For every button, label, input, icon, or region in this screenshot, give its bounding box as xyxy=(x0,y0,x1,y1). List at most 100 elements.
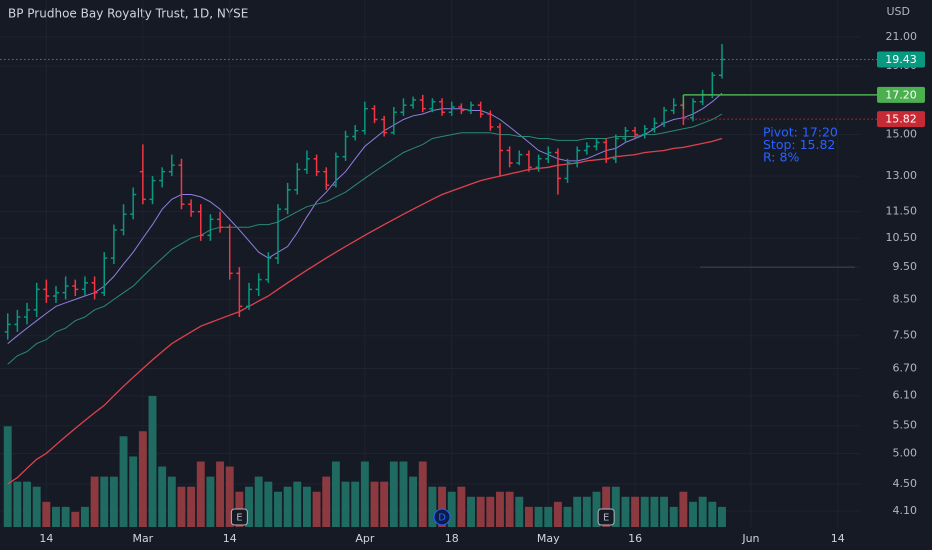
price-tag xyxy=(877,86,925,103)
volume-bar xyxy=(515,496,524,527)
moving-average-line xyxy=(7,113,723,365)
volume-bar xyxy=(138,431,147,527)
volume-bar xyxy=(389,461,398,527)
volume-bar xyxy=(216,461,225,527)
x-tick-label: 14 xyxy=(831,532,845,545)
volume-bar xyxy=(650,496,659,527)
volume-bar xyxy=(61,506,70,527)
x-tick-label: 14 xyxy=(39,532,53,545)
price-tag-label: 17.20 xyxy=(885,88,917,101)
volume-bar xyxy=(196,461,205,527)
y-tick-label: 10.50 xyxy=(886,231,918,244)
event-label: E xyxy=(603,513,609,524)
volume-bar xyxy=(660,496,669,527)
volume-bar xyxy=(631,496,640,527)
volume-bar xyxy=(486,496,495,527)
y-tick-label: 6.70 xyxy=(893,361,918,374)
volume-bar xyxy=(563,506,572,527)
volume-bar xyxy=(302,486,311,527)
volume-bar xyxy=(167,476,176,527)
event-marker xyxy=(230,508,248,526)
price-tag xyxy=(877,51,925,68)
volume-bar xyxy=(187,486,196,527)
volume-bar xyxy=(679,491,688,527)
volume-bar xyxy=(602,486,611,527)
y-tick-label: 13.00 xyxy=(886,169,918,182)
volume-bar xyxy=(582,496,591,527)
y-tick-label: 11.50 xyxy=(886,205,918,218)
y-tick-label: 6.10 xyxy=(893,389,918,402)
volume-bar xyxy=(283,486,292,527)
volume-bar xyxy=(254,476,263,527)
volume-bar xyxy=(80,506,89,527)
volume-bar xyxy=(274,491,282,527)
volume-bar xyxy=(158,466,167,527)
volume-bar xyxy=(708,501,717,527)
volume-bar xyxy=(341,481,350,527)
volume-bar xyxy=(42,501,51,527)
volume-bar xyxy=(399,461,408,527)
volume-bar xyxy=(698,496,707,527)
x-tick-label: 14 xyxy=(223,532,237,545)
volume-bar xyxy=(245,486,253,527)
price-tag-label: 15.82 xyxy=(885,113,917,126)
price-tag-label: 19.43 xyxy=(885,53,917,66)
volume-bar xyxy=(418,461,427,527)
annotation: Pivot: 17:20 xyxy=(763,125,838,140)
volume-bar xyxy=(524,506,533,527)
volume-bar xyxy=(380,481,389,527)
event-label: E xyxy=(236,513,242,524)
y-tick-label: 7.50 xyxy=(893,329,918,342)
event-marker xyxy=(597,508,615,526)
price-tag xyxy=(877,111,925,128)
volume-bar xyxy=(52,506,60,527)
currency: USD xyxy=(886,5,910,18)
volume-bar xyxy=(640,496,649,527)
volume-bar xyxy=(264,481,273,527)
annotation: R: 8% xyxy=(763,150,799,165)
volume-bar xyxy=(3,426,12,527)
moving-average-line xyxy=(7,92,723,344)
volume-bar xyxy=(177,486,186,527)
volume-bar xyxy=(457,486,466,527)
volume-bar xyxy=(322,476,331,527)
y-tick-label: 8.50 xyxy=(893,292,918,305)
volume-bar xyxy=(129,456,138,527)
y-tick-label: 4.50 xyxy=(893,477,918,490)
volume-bar xyxy=(293,481,302,527)
volume-bar xyxy=(312,491,321,527)
x-tick-label: 16 xyxy=(628,532,642,545)
y-tick-label: 4.10 xyxy=(893,504,918,517)
annotation: Stop: 15.82 xyxy=(763,137,835,152)
volume-bar xyxy=(592,491,601,527)
x-tick-label: May xyxy=(537,532,560,545)
x-tick-label: 18 xyxy=(445,532,459,545)
volume-bar xyxy=(331,461,340,527)
y-tick-label: 21.00 xyxy=(886,30,918,43)
event-label: D xyxy=(438,513,446,524)
volume-bar xyxy=(534,506,543,527)
volume-bar xyxy=(148,396,157,527)
volume-bar xyxy=(505,491,514,527)
volume-bar xyxy=(447,491,456,527)
volume-bar xyxy=(621,496,630,527)
volume-bar xyxy=(573,496,582,527)
volume-bar xyxy=(689,501,697,527)
volume-bar xyxy=(718,506,726,527)
volume-bar xyxy=(90,476,99,527)
volume-bar xyxy=(100,476,109,527)
volume-bar xyxy=(370,481,379,527)
volume-bar xyxy=(225,466,234,527)
volume-bar xyxy=(71,511,80,527)
x-tick-label: Jun xyxy=(741,532,759,545)
volume-bar xyxy=(360,461,369,527)
y-tick-label: 9.50 xyxy=(893,260,918,273)
volume-bar xyxy=(409,476,418,527)
volume-bar xyxy=(496,491,504,527)
volume-bar xyxy=(109,476,118,527)
volume-bar xyxy=(119,436,128,527)
volume-bar xyxy=(611,486,620,527)
volume-bar xyxy=(206,476,215,527)
